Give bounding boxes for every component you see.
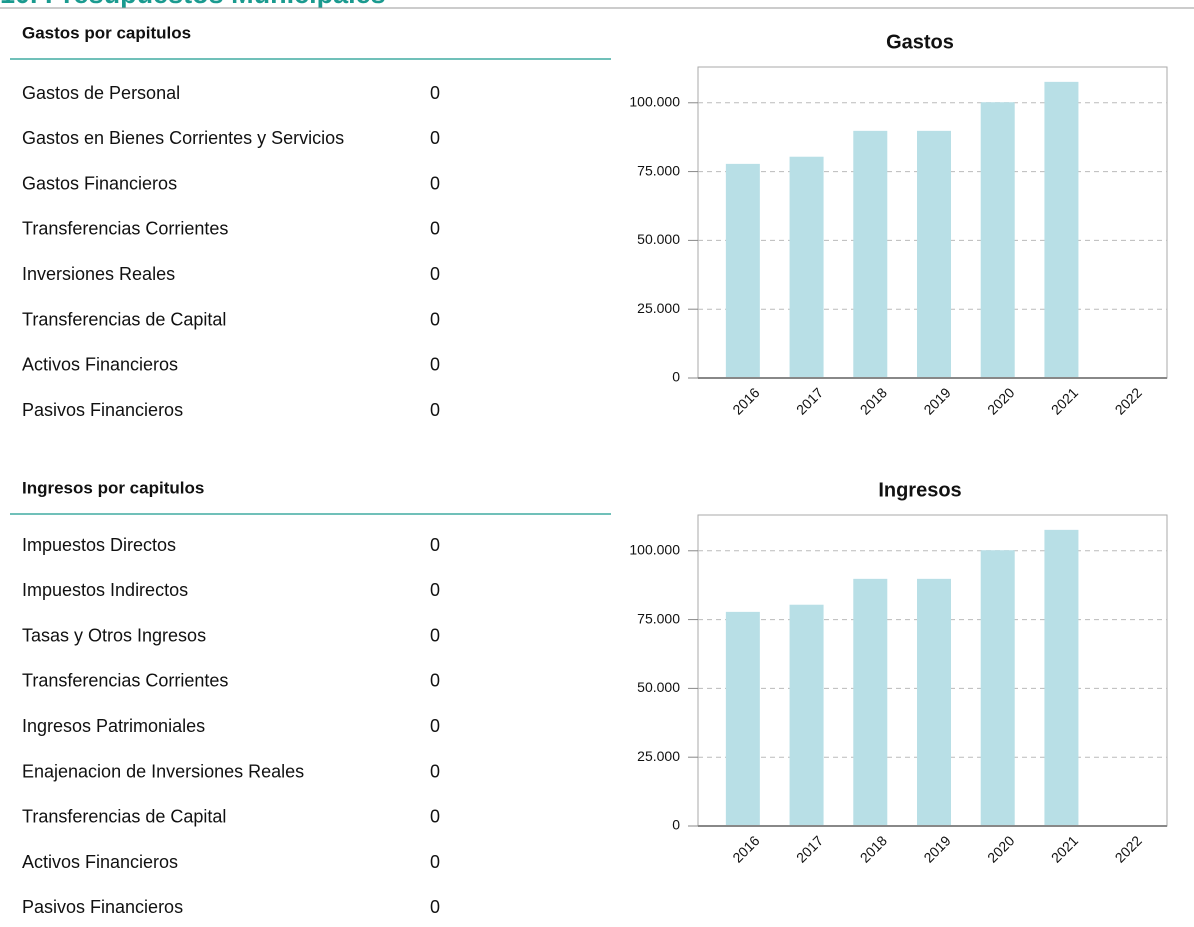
row-label: Enajenacion de Inversiones Reales <box>22 761 304 781</box>
bar <box>789 156 824 378</box>
bar <box>980 102 1015 378</box>
row-label: Tasas y Otros Ingresos <box>22 625 206 645</box>
x-tick-label: 2017 <box>793 832 826 865</box>
x-tick-label: 2019 <box>920 832 953 865</box>
x-tick-label: 2020 <box>984 832 1017 865</box>
row-label: Transferencias Corrientes <box>22 219 228 239</box>
row-value: 0 <box>430 355 440 375</box>
row-label: Pasivos Financieros <box>22 897 183 917</box>
row-label: Activos Financieros <box>22 355 178 375</box>
row-value: 0 <box>430 580 440 600</box>
bar <box>1044 81 1079 379</box>
row-value: 0 <box>430 219 440 239</box>
bar <box>725 611 760 826</box>
x-tick-label: 2019 <box>920 384 953 417</box>
y-tick-label: 0 <box>672 817 680 833</box>
x-tick-label: 2022 <box>1112 384 1145 417</box>
row-value: 0 <box>430 128 440 148</box>
row-value: 0 <box>430 309 440 329</box>
row-label: Gastos Financieros <box>22 173 177 193</box>
row-value: 0 <box>430 807 440 827</box>
bar <box>789 604 824 826</box>
x-tick-label: 2021 <box>1048 832 1081 865</box>
bar <box>980 550 1015 826</box>
y-tick-label: 75.000 <box>637 162 680 178</box>
row-label: Activos Financieros <box>22 852 178 872</box>
chart-title: Ingresos <box>878 479 961 501</box>
x-tick-label: 2018 <box>857 384 890 417</box>
y-tick-label: 25.000 <box>637 300 680 316</box>
row-label: Transferencias de Capital <box>22 309 226 329</box>
row-label: Ingresos Patrimoniales <box>22 716 205 736</box>
row-label: Transferencias de Capital <box>22 807 226 827</box>
y-tick-label: 50.000 <box>637 231 680 247</box>
section-heading: Ingresos por capitulos <box>22 478 204 497</box>
y-tick-label: 75.000 <box>637 610 680 626</box>
x-tick-label: 2018 <box>857 832 890 865</box>
x-tick-label: 2021 <box>1048 384 1081 417</box>
row-label: Impuestos Directos <box>22 535 176 555</box>
chart-title: Gastos <box>886 31 954 53</box>
bar <box>1044 529 1079 826</box>
page-title: 10. Presupuestos Municipales <box>0 0 386 9</box>
x-tick-label: 2022 <box>1112 832 1145 865</box>
row-value: 0 <box>430 716 440 736</box>
row-value: 0 <box>430 173 440 193</box>
y-tick-label: 25.000 <box>637 748 680 764</box>
row-value: 0 <box>430 671 440 691</box>
row-value: 0 <box>430 625 440 645</box>
x-tick-label: 2016 <box>729 832 762 865</box>
row-value: 0 <box>430 400 440 420</box>
row-label: Impuestos Indirectos <box>22 580 188 600</box>
bar <box>917 130 951 378</box>
y-tick-label: 100.000 <box>629 93 680 109</box>
row-label: Gastos de Personal <box>22 83 180 103</box>
bar <box>853 578 888 826</box>
row-value: 0 <box>430 535 440 555</box>
section-heading: Gastos por capitulos <box>22 23 191 42</box>
row-value: 0 <box>430 83 440 103</box>
row-value: 0 <box>430 852 440 872</box>
bar <box>917 578 951 826</box>
y-tick-label: 50.000 <box>637 679 680 695</box>
row-value: 0 <box>430 264 440 284</box>
row-label: Transferencias Corrientes <box>22 671 228 691</box>
x-tick-label: 2020 <box>984 384 1017 417</box>
y-tick-label: 100.000 <box>629 541 680 557</box>
row-value: 0 <box>430 897 440 917</box>
row-label: Pasivos Financieros <box>22 400 183 420</box>
x-tick-label: 2017 <box>793 384 826 417</box>
bar <box>725 163 760 378</box>
row-label: Gastos en Bienes Corrientes y Servicios <box>22 128 344 148</box>
bar <box>853 130 888 378</box>
y-tick-label: 0 <box>672 369 680 385</box>
row-label: Inversiones Reales <box>22 264 175 284</box>
row-value: 0 <box>430 761 440 781</box>
x-tick-label: 2016 <box>729 384 762 417</box>
